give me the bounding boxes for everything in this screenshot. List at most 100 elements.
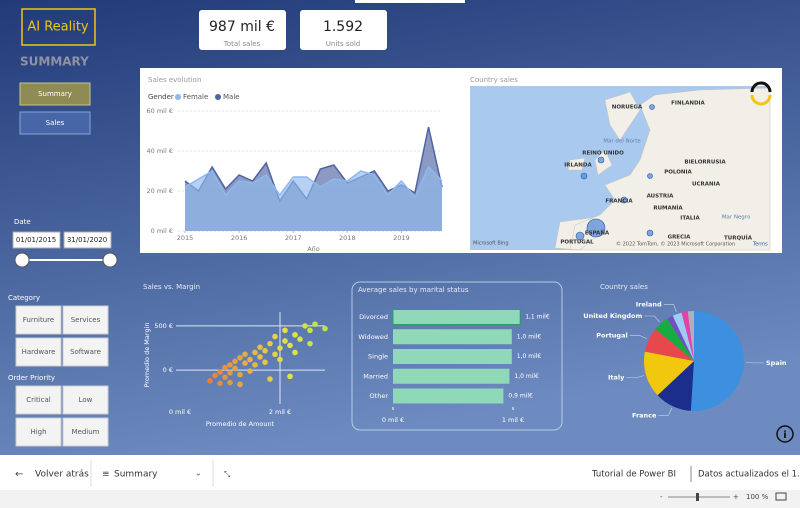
menu-icon[interactable]: ≡ (102, 470, 110, 480)
pie-label: Ireland (636, 301, 662, 309)
kpi-cards: 987 mil € Total sales 1.592 Units sold (199, 10, 387, 50)
scatter-point (257, 344, 263, 350)
nav-label[interactable]: Sales (46, 119, 65, 127)
fit-icon[interactable] (775, 492, 787, 501)
map-label: NORUEGA (612, 105, 643, 111)
slider-handle[interactable] (102, 252, 118, 268)
pie-label: United Kingdom (583, 312, 642, 320)
zoom-in[interactable]: + (733, 493, 739, 501)
legend-label: Male (223, 93, 240, 101)
filter-option-label[interactable]: Furniture (23, 316, 54, 324)
date-end[interactable]: 31/01/2020 (67, 236, 107, 244)
pie-slice (657, 361, 694, 411)
dropdown-icon[interactable]: ⌄ (195, 469, 202, 478)
map-label: Mar del Norte (603, 139, 641, 145)
map-label: REINO UNIDO (582, 151, 624, 157)
kpi-label: Total sales (223, 40, 261, 48)
x-tick-label: 2019 (393, 234, 410, 242)
page-selector[interactable]: Summary (114, 470, 158, 480)
map-label: AUSTRIA (647, 194, 675, 200)
scatter-point (222, 364, 228, 371)
scatter-point (307, 340, 313, 347)
zoom-out[interactable]: - (660, 493, 663, 501)
value-label: 0,9 mil€ (508, 393, 533, 400)
slider-handle[interactable] (14, 252, 30, 268)
map-label: GRECIA (668, 235, 692, 241)
info-icon[interactable]: i (776, 425, 794, 443)
scatter-point (237, 371, 243, 378)
scatter-point (232, 365, 238, 372)
scatter-point (247, 368, 253, 374)
filter-option[interactable] (15, 385, 62, 415)
y-tick-label: Single (368, 353, 388, 361)
date-start[interactable]: 01/01/2015 (16, 236, 56, 244)
pie-label: Spain (766, 359, 787, 367)
map-label: FRANCIA (605, 199, 633, 205)
bar (393, 329, 512, 345)
collapse-icon[interactable]: ⤡ (224, 470, 231, 479)
scatter-point (267, 340, 273, 347)
filter-option-label[interactable]: Services (71, 316, 101, 324)
x-tick-label: 2018 (339, 234, 356, 242)
legend-marker (175, 94, 181, 100)
scatter-point (307, 327, 313, 334)
filter-option-label[interactable]: Software (70, 348, 101, 356)
y-tick-label: Other (370, 392, 389, 400)
pie-slice (672, 312, 694, 361)
filter-option-label[interactable]: Hardware (22, 348, 56, 356)
value-label: 1,1 mil€ (525, 314, 550, 321)
status-bar (0, 490, 800, 508)
map-label: Mar Negro (722, 215, 751, 221)
scatter-point (287, 373, 293, 380)
chart-title: Sales vs. Margin (143, 283, 200, 291)
kpi-value: 1.592 (323, 19, 363, 35)
filter-option-label[interactable]: Low (79, 396, 93, 404)
scatter-point (237, 381, 243, 388)
top-strip (355, 0, 465, 3)
nav-button[interactable] (19, 111, 91, 135)
filter-label: Category (8, 294, 40, 302)
leader-line (629, 335, 648, 340)
scatter-point (222, 374, 228, 381)
area-line (184, 165, 443, 199)
x-tick-label: 2015 (177, 234, 194, 242)
y-tick-label: 40 mil € (147, 147, 173, 155)
filter-option[interactable] (15, 305, 62, 335)
refresh-icon[interactable] (750, 81, 772, 106)
filter-option-label[interactable]: Critical (26, 396, 51, 404)
y-axis-title: Promedio de Margin (143, 322, 151, 387)
nav-label[interactable]: Summary (38, 90, 72, 98)
scatter-point (217, 380, 223, 387)
legend-marker (215, 94, 221, 100)
kpi-card (300, 10, 387, 50)
filter-option-label[interactable]: High (30, 428, 46, 436)
zoom-handle[interactable] (696, 493, 699, 501)
back-button[interactable]: Volver atrás (35, 470, 89, 480)
tutorial-link[interactable]: Tutorial de Power BI (591, 470, 676, 480)
bar (393, 388, 504, 404)
filter-option-label[interactable]: Medium (72, 428, 100, 436)
date-input[interactable] (63, 231, 112, 249)
filter-option[interactable] (15, 417, 62, 447)
svg-text:i: i (783, 430, 786, 441)
back-arrow[interactable]: ← (15, 469, 23, 480)
map-bubble (575, 231, 585, 241)
map-label: TURQUÍA (724, 234, 753, 242)
nav-button[interactable] (19, 82, 91, 106)
filter-option[interactable] (62, 417, 109, 447)
scatter-point (217, 369, 223, 375)
filter-option[interactable] (62, 305, 109, 335)
map-bubbles (575, 104, 655, 241)
y-tick-label: 0 € (163, 366, 173, 374)
scatter-point (252, 362, 258, 368)
filter-option[interactable] (62, 385, 109, 415)
pie-slice (681, 311, 694, 361)
scatter-point (252, 349, 258, 356)
x-tick-label: 0 mil € (169, 408, 191, 416)
date-input[interactable] (12, 231, 61, 249)
filter-option[interactable] (15, 337, 62, 367)
filter-option[interactable] (62, 337, 109, 367)
logo: AI Reality (27, 20, 89, 35)
leader-line (658, 407, 673, 416)
x-tick-label: 1 mil € (502, 416, 524, 424)
